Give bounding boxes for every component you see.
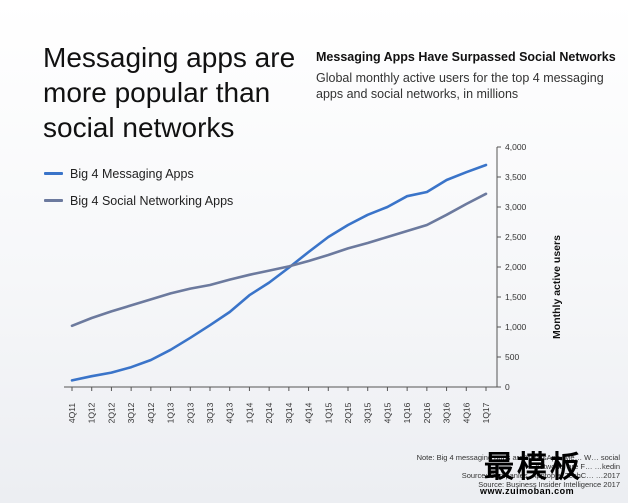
x-tick-label: 3Q13 <box>205 402 215 423</box>
y-tick-label: 4,000 <box>505 142 527 152</box>
chart-subtitle: Global monthly active users for the top … <box>316 71 604 101</box>
x-tick-label: 2Q13 <box>185 402 195 423</box>
watermark-url: www.zuimoban.com <box>480 486 575 496</box>
note-line-1: Note: Big 4 messaging apps are WhatsApp,… <box>416 453 620 462</box>
watermark-logo: 最模板 <box>484 450 583 485</box>
y-tick-label: 500 <box>505 352 519 362</box>
y-tick-label: 1,000 <box>505 322 527 332</box>
legend-item-social: Big 4 Social Networking Apps <box>44 187 233 214</box>
x-tick-label: 4Q13 <box>225 402 235 423</box>
source-note: Note: Big 4 messaging apps are WhatsApp,… <box>330 453 620 489</box>
legend-swatch-messaging <box>44 172 63 175</box>
chart-title: Messaging Apps Have Surpassed Social Net… <box>316 50 616 64</box>
x-tick-label: 4Q14 <box>304 402 314 423</box>
y-tick-label: 2,000 <box>505 262 527 272</box>
x-tick-label: 3Q15 <box>363 402 373 423</box>
y-tick-label: 3,000 <box>505 202 527 212</box>
note-line-3: Source: Companies, Apptopia, TechC… …201… <box>461 471 620 480</box>
x-tick-label: 2Q14 <box>264 402 274 423</box>
x-tick-label: 4Q16 <box>461 402 471 423</box>
x-tick-label: 3Q14 <box>284 402 294 423</box>
x-tick-label: 1Q16 <box>402 402 412 423</box>
x-tick-label: 4Q11 <box>67 403 77 423</box>
x-tick-label: 4Q15 <box>382 402 392 423</box>
y-axis-title: Monthly active users <box>551 235 563 339</box>
y-tick-label: 2,500 <box>505 232 527 242</box>
legend-label-messaging: Big 4 Messaging Apps <box>70 166 194 181</box>
headline: Messaging apps are more popular than soc… <box>43 42 296 143</box>
x-tick-label: 4Q12 <box>146 402 156 423</box>
note-line-2: networks are F… …kedin <box>535 462 620 471</box>
x-tick-label: 2Q12 <box>106 402 116 423</box>
x-tick-label: 2Q16 <box>422 402 432 423</box>
x-tick-label: 1Q14 <box>244 402 254 423</box>
legend: Big 4 Messaging Apps Big 4 Social Networ… <box>44 160 233 214</box>
y-tick-label: 0 <box>505 382 510 392</box>
legend-item-messaging: Big 4 Messaging Apps <box>44 160 233 187</box>
x-tick-label: 3Q12 <box>126 402 136 423</box>
x-tick-label: 1Q13 <box>166 402 176 423</box>
x-tick-label: 3Q16 <box>442 402 452 423</box>
series-line-social <box>70 192 488 328</box>
legend-swatch-social <box>44 199 63 202</box>
y-tick-label: 3,500 <box>505 172 527 182</box>
legend-label-social: Big 4 Social Networking Apps <box>70 193 234 208</box>
x-tick-label: 2Q15 <box>343 402 353 423</box>
note-line-4: Source: Business Insider Intelligence 20… <box>478 480 620 489</box>
x-tick-label: 1Q12 <box>87 402 97 423</box>
series-line-messaging <box>70 163 488 382</box>
x-tick-label: 1Q17 <box>481 402 491 423</box>
x-tick-label: 1Q15 <box>323 402 333 423</box>
y-tick-label: 1,500 <box>505 292 527 302</box>
